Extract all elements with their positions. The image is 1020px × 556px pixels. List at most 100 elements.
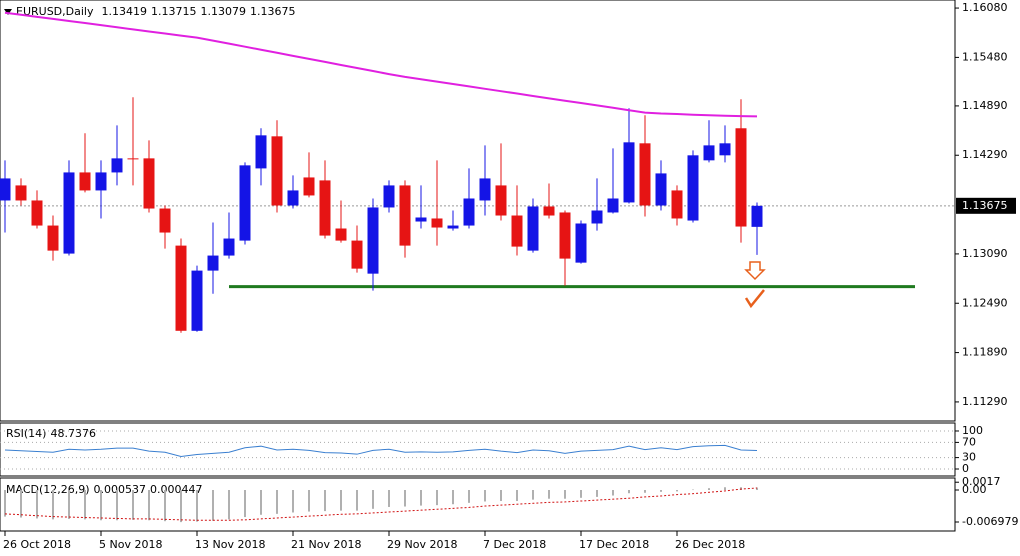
high-value: 1.13715: [151, 5, 197, 18]
candle-body: [271, 136, 283, 206]
candle-body: [319, 180, 331, 236]
macd-bar: [644, 490, 646, 493]
candle-body: [719, 143, 731, 156]
macd-bar: [324, 490, 326, 512]
macd-bar: [516, 490, 518, 502]
macd-bar: [500, 490, 502, 502]
x-tick-label: 26 Dec 2018: [675, 538, 745, 551]
x-tick-label: 5 Nov 2018: [99, 538, 162, 551]
rsi-value: 48.7376: [50, 427, 96, 440]
moving-average: [4, 11, 758, 118]
macd-bar: [548, 490, 550, 499]
x-tick-label: 29 Nov 2018: [387, 538, 457, 551]
main-panel: [0, 0, 956, 422]
macd-bar: [148, 490, 150, 521]
price-box: [956, 197, 1016, 214]
candle-body: [479, 178, 491, 201]
macd-bar: [580, 490, 582, 498]
candle-body: [47, 225, 59, 251]
y-tick-label: 1.13090: [962, 247, 1008, 260]
candle-body: [751, 205, 763, 227]
y-tick-label: 30: [962, 451, 976, 464]
y-tick-label: 1.16080: [962, 1, 1008, 14]
macd-bar: [564, 490, 566, 499]
macd-bar: [420, 490, 422, 506]
candle-body: [463, 198, 475, 226]
candle-body: [223, 238, 235, 256]
macd-panel: [0, 477, 956, 532]
check-annotation: [744, 289, 765, 309]
macd-bar: [628, 490, 630, 494]
macd-bar: [244, 490, 246, 518]
candle-body: [543, 206, 555, 216]
rsi-panel: [0, 422, 956, 477]
candle-body: [159, 208, 171, 233]
macd-bar: [292, 490, 294, 513]
macd-bar: [260, 490, 262, 515]
candle-body: [575, 223, 587, 263]
candle-body: [655, 173, 667, 206]
close-value: 1.13675: [250, 5, 296, 18]
candle-body: [399, 185, 411, 246]
macd-bar: [532, 490, 534, 500]
signal-value: 0.000447: [150, 483, 203, 496]
macd-bar: [596, 490, 598, 497]
x-tick-label: 26 Oct 2018: [3, 538, 71, 551]
symbol-title: EURUSD,Daily: [16, 5, 94, 18]
y-tick-label: 1.11890: [962, 346, 1008, 359]
candle-body: [383, 185, 395, 208]
macd-bar: [756, 487, 758, 491]
macd-bar: [36, 490, 38, 519]
candle-body: [527, 206, 539, 251]
candle-body: [735, 128, 747, 227]
macd-bar: [372, 490, 374, 509]
y-tick-label: 70: [962, 435, 976, 448]
macd-bar: [4, 490, 6, 517]
macd-bar: [436, 490, 438, 506]
rsi-title: RSI(14): [6, 427, 46, 440]
candle-body: [143, 158, 155, 209]
candle-body: [447, 225, 459, 229]
candle-body: [207, 255, 219, 271]
macd-title: MACD(12,26,9): [6, 483, 90, 496]
macd-bar: [68, 490, 70, 519]
y-tick-label: 1.11290: [962, 395, 1008, 408]
candle-body: [127, 158, 139, 160]
header: EURUSD,Daily 1.13419 1.13715 1.13079 1.13675: [16, 5, 295, 18]
macd-bar: [116, 490, 118, 521]
candle-body: [287, 190, 299, 206]
candle-body: [303, 177, 315, 196]
macd-header: MACD(12,26,9) 0.000537 0.000447: [6, 483, 203, 496]
macd-bar: [340, 490, 342, 511]
candle-body: [591, 210, 603, 224]
macd-bar: [468, 490, 470, 503]
candle-body: [559, 212, 571, 259]
x-tick-label: 7 Dec 2018: [483, 538, 546, 551]
candle-body: [255, 135, 267, 169]
low-value: 1.13079: [200, 5, 246, 18]
macd-bar: [84, 490, 86, 520]
x-tick-label: 21 Nov 2018: [291, 538, 361, 551]
candle-body: [623, 142, 635, 203]
y-tick-label: 0.0017: [962, 475, 1001, 488]
macd-bar: [164, 490, 166, 522]
y-tick-label: 1.15480: [962, 50, 1008, 63]
candle-body: [511, 215, 523, 247]
signal-line: [4, 487, 758, 521]
candle-body: [95, 172, 107, 191]
candle-body: [191, 270, 203, 331]
y-tick-label: 100: [962, 424, 983, 437]
candle-body: [607, 198, 619, 213]
y-tick-label: 1.14890: [962, 99, 1008, 112]
candle-body: [239, 165, 251, 241]
macd-bar: [724, 487, 726, 491]
open-value: 1.13419: [101, 5, 147, 18]
macd-bar: [228, 490, 230, 520]
macd-bar: [132, 490, 134, 520]
candle-body: [639, 143, 651, 206]
candle-body: [175, 245, 187, 331]
macd-bar: [660, 490, 662, 492]
rsi-header: RSI(14) 48.7376: [6, 427, 96, 440]
